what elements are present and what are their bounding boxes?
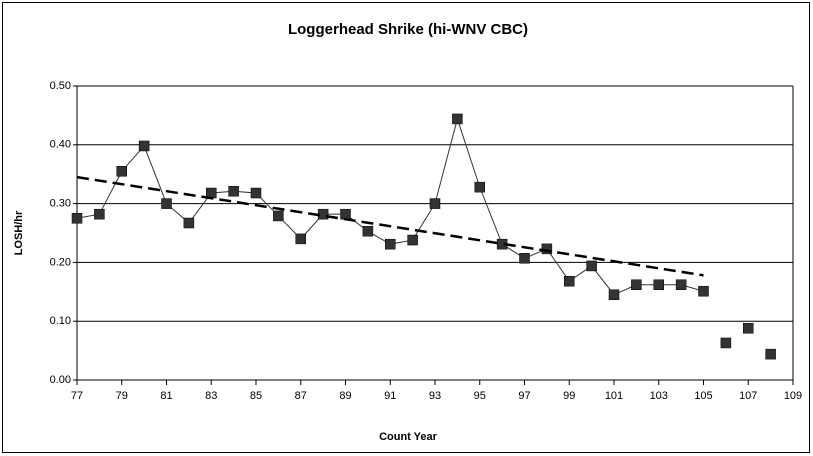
x-tick-label: 79 <box>116 390 128 402</box>
x-tick-label: 99 <box>563 390 575 402</box>
data-point <box>631 279 642 290</box>
data-point <box>161 198 172 209</box>
y-tick-label: 0.30 <box>50 198 71 210</box>
y-tick-label: 0.50 <box>50 80 71 92</box>
data-point <box>429 198 441 209</box>
x-tick-label: 93 <box>429 390 441 402</box>
y-tick-label: 0.20 <box>50 256 71 268</box>
data-point <box>765 348 776 360</box>
data-point <box>295 233 306 245</box>
data-point <box>407 234 418 246</box>
data-point <box>250 187 262 199</box>
data-point <box>183 217 195 229</box>
x-tick-label: 81 <box>160 390 172 402</box>
data-point <box>452 113 463 125</box>
data-point <box>519 253 530 264</box>
x-tick-label: 103 <box>650 390 668 402</box>
data-point <box>720 337 732 349</box>
data-point <box>94 208 105 220</box>
data-point <box>675 279 687 290</box>
x-tick-label: 105 <box>694 390 712 402</box>
chart-title: Loggerhead Shrike (hi-WNV CBC) <box>288 21 528 38</box>
x-tick-label: 109 <box>784 390 802 402</box>
data-point <box>385 238 396 250</box>
data-point <box>273 210 284 222</box>
y-tick-label: 0.40 <box>50 139 71 151</box>
x-tick-label: 87 <box>295 390 307 402</box>
data-point <box>608 289 620 300</box>
data-point <box>340 208 351 220</box>
y-tick-label: 0.00 <box>50 374 71 386</box>
data-point <box>698 285 709 297</box>
data-point <box>71 213 83 224</box>
data-point <box>116 166 127 177</box>
x-tick-label: 101 <box>605 390 623 402</box>
x-axis-title: Count Year <box>379 431 438 443</box>
data-point <box>362 225 374 237</box>
data-point <box>228 186 239 197</box>
x-tick-label: 107 <box>739 390 757 402</box>
x-tick-label: 89 <box>339 390 351 402</box>
x-tick-label: 95 <box>474 390 486 402</box>
data-point <box>564 275 575 287</box>
trendline <box>76 175 704 277</box>
y-tick-label: 0.10 <box>50 315 71 327</box>
x-tick-label: 91 <box>384 390 396 402</box>
x-tick-label: 83 <box>205 390 217 402</box>
x-tick-label: 77 <box>71 390 83 402</box>
data-point <box>743 323 754 334</box>
x-tick-label: 97 <box>518 390 530 402</box>
data-point <box>474 181 485 193</box>
data-point <box>586 260 597 272</box>
x-tick-label: 85 <box>250 390 262 402</box>
y-axis-title: LOSH/hr <box>13 210 25 255</box>
data-point <box>138 140 150 152</box>
data-point <box>653 279 664 290</box>
